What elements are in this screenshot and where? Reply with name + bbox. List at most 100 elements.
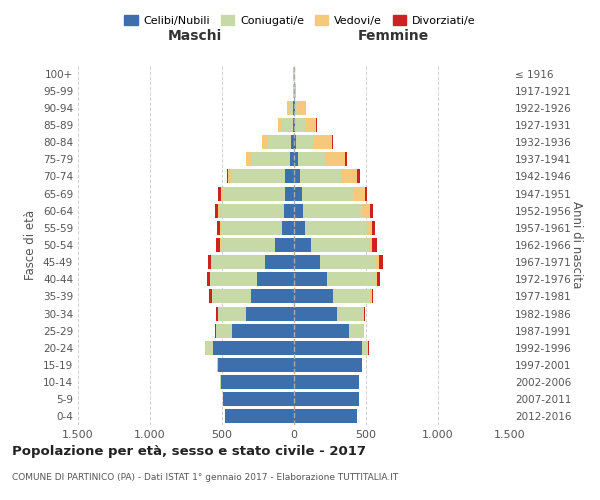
Bar — [370, 204, 373, 218]
Bar — [211, 255, 212, 269]
Bar — [207, 272, 210, 286]
Bar — [337, 306, 363, 320]
Bar — [294, 101, 295, 115]
Bar — [364, 306, 365, 320]
Bar — [294, 255, 320, 269]
Bar — [216, 238, 220, 252]
Bar — [369, 238, 373, 252]
Bar — [345, 152, 347, 166]
Bar — [289, 101, 293, 115]
Bar — [377, 272, 380, 286]
Bar — [333, 290, 370, 304]
Bar — [294, 152, 298, 166]
Bar — [266, 135, 291, 149]
Bar — [205, 341, 214, 355]
Bar — [215, 324, 216, 338]
Bar — [294, 410, 358, 424]
Bar — [225, 410, 294, 424]
Bar — [294, 238, 311, 252]
Bar — [354, 186, 365, 200]
Bar — [246, 152, 247, 166]
Bar — [287, 101, 289, 115]
Bar — [216, 306, 218, 320]
Bar — [365, 186, 367, 200]
Bar — [373, 238, 377, 252]
Bar — [298, 152, 326, 166]
Bar — [372, 221, 376, 235]
Bar — [217, 221, 220, 235]
Bar — [311, 238, 369, 252]
Bar — [294, 221, 305, 235]
Bar — [379, 255, 383, 269]
Bar — [275, 238, 294, 252]
Bar — [218, 186, 221, 200]
Bar — [229, 170, 232, 183]
Bar — [221, 186, 223, 200]
Bar — [372, 290, 373, 304]
Bar — [221, 221, 283, 235]
Bar — [214, 341, 294, 355]
Bar — [232, 170, 286, 183]
Bar — [294, 290, 333, 304]
Bar — [290, 152, 294, 166]
Bar — [212, 290, 251, 304]
Bar — [211, 272, 257, 286]
Bar — [294, 272, 327, 286]
Bar — [298, 101, 305, 115]
Bar — [320, 255, 376, 269]
Bar — [262, 135, 266, 149]
Bar — [217, 358, 218, 372]
Bar — [265, 255, 294, 269]
Bar — [294, 375, 359, 389]
Bar — [327, 272, 374, 286]
Bar — [305, 118, 316, 132]
Bar — [363, 306, 364, 320]
Bar — [294, 358, 362, 372]
Bar — [294, 135, 296, 149]
Bar — [291, 135, 294, 149]
Bar — [221, 238, 275, 252]
Bar — [294, 118, 295, 132]
Text: Popolazione per età, sesso e stato civile - 2017: Popolazione per età, sesso e stato civil… — [12, 445, 366, 458]
Bar — [349, 324, 363, 338]
Bar — [232, 324, 294, 338]
Bar — [284, 204, 294, 218]
Bar — [220, 221, 221, 235]
Bar — [300, 170, 341, 183]
Y-axis label: Fasce di età: Fasce di età — [25, 210, 37, 280]
Bar — [215, 204, 218, 218]
Bar — [219, 204, 284, 218]
Bar — [247, 306, 294, 320]
Text: Femmine: Femmine — [358, 30, 429, 44]
Bar — [209, 290, 212, 304]
Bar — [220, 238, 221, 252]
Bar — [278, 118, 281, 132]
Bar — [218, 306, 247, 320]
Bar — [294, 204, 304, 218]
Bar — [358, 170, 359, 183]
Y-axis label: Anni di nascita: Anni di nascita — [570, 202, 583, 288]
Bar — [227, 170, 229, 183]
Bar — [294, 341, 362, 355]
Bar — [281, 118, 293, 132]
Bar — [295, 101, 298, 115]
Bar — [252, 152, 290, 166]
Bar — [341, 170, 358, 183]
Bar — [223, 392, 294, 406]
Bar — [332, 135, 333, 149]
Bar — [293, 118, 294, 132]
Bar — [294, 392, 359, 406]
Bar — [294, 170, 300, 183]
Bar — [218, 204, 219, 218]
Bar — [286, 170, 294, 183]
Bar — [212, 255, 265, 269]
Bar — [326, 152, 345, 166]
Bar — [376, 255, 379, 269]
Bar — [247, 152, 252, 166]
Bar — [367, 221, 372, 235]
Bar — [305, 221, 367, 235]
Bar — [208, 255, 211, 269]
Bar — [216, 324, 232, 338]
Bar — [295, 118, 305, 132]
Bar — [294, 306, 337, 320]
